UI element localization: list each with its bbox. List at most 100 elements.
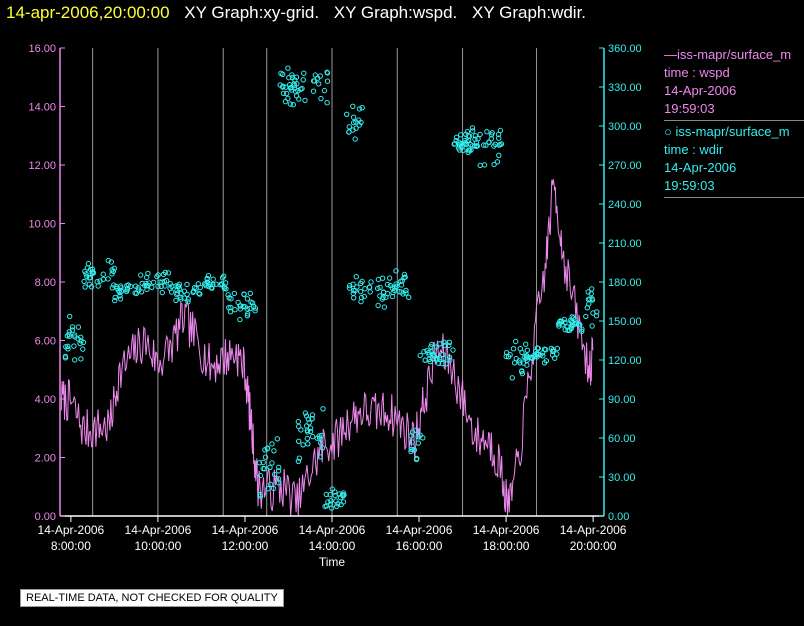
legend-wspd-source: —iss-mapr/surface_m bbox=[664, 47, 792, 62]
wdir-point bbox=[488, 132, 495, 138]
wdir-point bbox=[588, 290, 594, 297]
left-tick-label: 14.00 bbox=[28, 102, 56, 114]
wdir-point bbox=[117, 293, 123, 299]
wdir-point bbox=[185, 299, 191, 305]
wdir-point bbox=[117, 296, 124, 302]
title-wspd: XY Graph:wspd. bbox=[333, 3, 458, 22]
wdir-point bbox=[296, 438, 302, 444]
wdir-point bbox=[312, 72, 318, 78]
wdir-point bbox=[453, 134, 460, 141]
wdir-point bbox=[583, 313, 589, 320]
wdir-point bbox=[226, 305, 232, 311]
wdir-point bbox=[310, 88, 317, 94]
wdir-point bbox=[66, 333, 73, 339]
wdir-point bbox=[284, 90, 290, 97]
wdir-point bbox=[290, 102, 296, 108]
wdir-point bbox=[81, 278, 87, 285]
wdir-point bbox=[519, 368, 525, 374]
wdir-point bbox=[203, 283, 209, 289]
wdir-point bbox=[271, 448, 277, 454]
right-tick-label: 0.00 bbox=[608, 511, 629, 523]
wdir-point bbox=[291, 85, 298, 91]
wdir-point bbox=[446, 342, 452, 348]
wdir-point bbox=[567, 317, 573, 324]
wdir-point bbox=[356, 106, 363, 112]
wdir-point bbox=[541, 360, 548, 366]
wdir-point bbox=[469, 125, 476, 131]
wdir-point bbox=[328, 498, 334, 504]
right-tick-label: 360.00 bbox=[608, 43, 642, 55]
wdir-point bbox=[379, 275, 386, 281]
wdir-point bbox=[173, 297, 179, 304]
wdir-point bbox=[421, 349, 427, 355]
wdir-point bbox=[184, 291, 190, 297]
wdir-point bbox=[241, 291, 247, 298]
wdir-point bbox=[386, 275, 393, 281]
wdir-point bbox=[275, 480, 282, 486]
chart-title: 14-apr-2006,20:00:00 XY Graph:xy-grid. X… bbox=[6, 2, 586, 24]
wdir-point bbox=[155, 283, 161, 290]
wdir-point bbox=[472, 136, 478, 142]
wdir-point bbox=[440, 351, 446, 358]
left-tick-label: 8.00 bbox=[35, 277, 56, 289]
wdir-point bbox=[318, 95, 324, 102]
wdir-point bbox=[128, 283, 134, 290]
wdir-point bbox=[205, 273, 212, 279]
wdir-point bbox=[433, 357, 440, 363]
wdir-point bbox=[589, 296, 595, 302]
wdir-point bbox=[413, 456, 420, 463]
wdir-point bbox=[320, 406, 326, 412]
wdir-point bbox=[422, 357, 428, 363]
title-xy-grid: XY Graph:xy-grid. bbox=[184, 3, 320, 22]
wdir-point bbox=[190, 289, 196, 295]
wdir-point bbox=[509, 375, 515, 381]
wdir-point bbox=[496, 152, 502, 159]
wdir-point bbox=[401, 271, 408, 278]
x-axis-label: Time bbox=[319, 555, 346, 569]
wdir-point bbox=[450, 347, 456, 353]
wdir-point bbox=[88, 284, 95, 290]
wdir-point bbox=[193, 285, 199, 292]
wdir-point bbox=[72, 357, 78, 363]
wdir-point bbox=[325, 499, 331, 505]
wdir-point bbox=[78, 356, 84, 362]
wdir-point bbox=[289, 72, 295, 78]
wdir-point bbox=[353, 274, 359, 280]
wdir-point bbox=[483, 142, 489, 148]
wdir-point bbox=[491, 161, 497, 168]
wdir-point bbox=[197, 284, 204, 291]
x-tick-date: 14-Apr-2006 bbox=[125, 523, 192, 537]
wdir-point bbox=[346, 124, 352, 130]
wdir-point bbox=[238, 303, 244, 309]
wdir-point bbox=[513, 338, 519, 345]
left-tick-label: 10.00 bbox=[28, 219, 56, 231]
wdir-point bbox=[244, 296, 251, 302]
right-tick-label: 270.00 bbox=[608, 160, 642, 172]
wdir-point bbox=[158, 283, 164, 289]
wdir-point bbox=[318, 432, 324, 439]
wdir-point bbox=[375, 285, 381, 292]
wdir-point bbox=[285, 95, 291, 102]
wdir-point bbox=[311, 78, 318, 84]
wdir-point bbox=[451, 141, 457, 147]
wdir-point bbox=[67, 313, 73, 320]
title-wdir: XY Graph:wdir. bbox=[472, 3, 587, 22]
wdir-point bbox=[568, 323, 574, 329]
wdir-point bbox=[62, 355, 69, 361]
wdir-point bbox=[267, 464, 273, 470]
quality-notice: REAL-TIME DATA, NOT CHECKED FOR QUALITY bbox=[20, 589, 284, 607]
legend-wdir-var: time : wdir bbox=[664, 142, 724, 157]
wdir-point bbox=[295, 88, 301, 94]
wdir-point bbox=[300, 77, 306, 83]
wdir-point bbox=[309, 415, 315, 422]
wdir-point bbox=[174, 290, 181, 296]
wdir-point bbox=[351, 295, 357, 301]
title-timestamp: 14-apr-2006,20:00:00 bbox=[6, 3, 170, 22]
wdir-point bbox=[398, 289, 404, 295]
wdir-point bbox=[402, 274, 408, 280]
wspd-series bbox=[60, 179, 594, 517]
wdir-point bbox=[465, 147, 472, 153]
right-tick-label: 240.00 bbox=[608, 199, 642, 211]
wdir-point bbox=[169, 283, 175, 289]
wdir-point bbox=[461, 140, 468, 146]
